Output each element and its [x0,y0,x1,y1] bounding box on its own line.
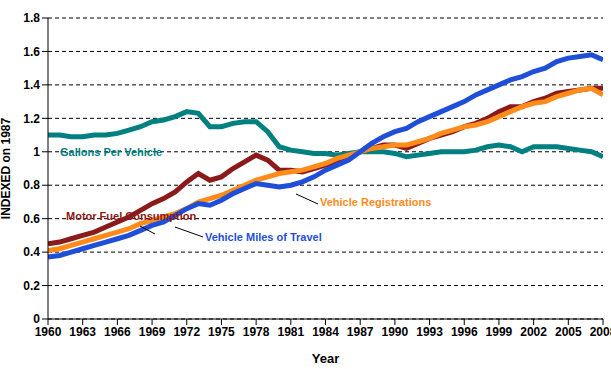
svg-text:1: 1 [33,145,40,159]
svg-text:0.8: 0.8 [23,178,40,192]
svg-text:1960: 1960 [35,325,62,339]
svg-text:1990: 1990 [382,325,409,339]
svg-text:1999: 1999 [486,325,513,339]
svg-text:0: 0 [33,312,40,326]
svg-text:1972: 1972 [173,325,200,339]
svg-text:2002: 2002 [520,325,547,339]
html-text:Motor Fuel Consumption: Motor Fuel Consumption [66,210,197,222]
svg-text:1981: 1981 [277,325,304,339]
svg-text:1.2: 1.2 [23,112,40,126]
svg-text:1978: 1978 [243,325,270,339]
svg-text:Year: Year [312,351,339,366]
svg-text:1969: 1969 [139,325,166,339]
svg-text:2008: 2008 [590,325,603,339]
svg-text:1987: 1987 [347,325,374,339]
svg-text:1.4: 1.4 [23,78,40,92]
html-text:Vehicle Miles of Travel: Vehicle Miles of Travel [205,231,322,243]
html-text:Vehicle Registrations: Vehicle Registrations [320,196,432,208]
svg-text:2005: 2005 [555,325,582,339]
svg-text:0.6: 0.6 [23,212,40,226]
svg-text:1966: 1966 [104,325,131,339]
html-text:Gallons Per Vehicle: Gallons Per Vehicle [60,146,163,158]
svg-text:1963: 1963 [69,325,96,339]
svg-text:0.4: 0.4 [23,245,40,259]
svg-text:1984: 1984 [312,325,339,339]
svg-text:1996: 1996 [451,325,478,339]
svg-text:1.8: 1.8 [23,11,40,25]
svg-text:1.6: 1.6 [23,45,40,59]
svg-text:0.2: 0.2 [23,279,40,293]
svg-text:INDEXED on 1987: INDEXED on 1987 [8,117,13,219]
svg-text:1975: 1975 [208,325,235,339]
svg-text:1993: 1993 [416,325,443,339]
